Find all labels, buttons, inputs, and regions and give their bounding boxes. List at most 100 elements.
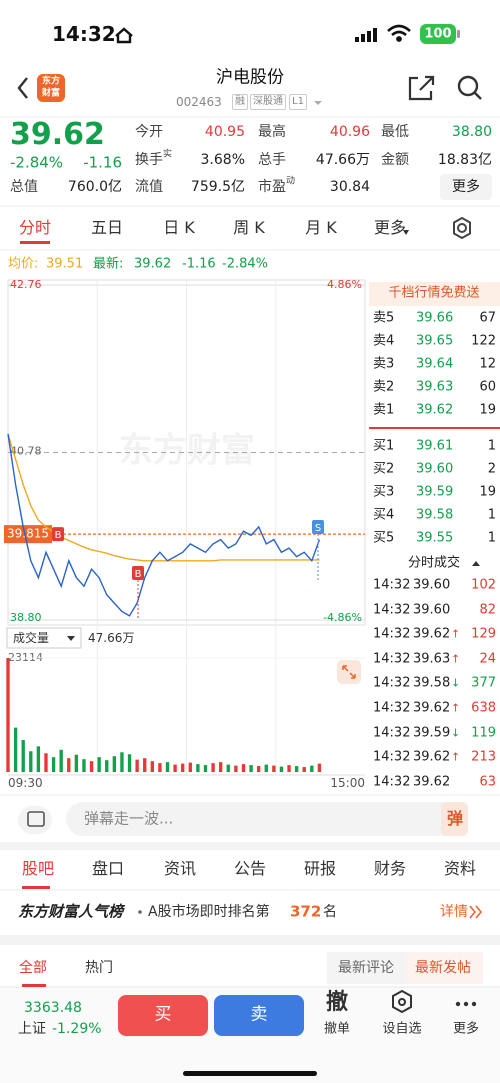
- ask-price: 39.63: [416, 379, 454, 395]
- cost-label: 39.815: [7, 527, 49, 541]
- last-price: 39.62: [10, 117, 105, 152]
- bid-label: 买2: [373, 461, 395, 477]
- feed-sort[interactable]: 最新评论: [338, 960, 394, 976]
- ask-price: 39.64: [416, 356, 454, 372]
- watchlist-icon: [392, 989, 412, 1014]
- ranking-suffix: 名: [323, 904, 337, 920]
- watchlist-icon: [398, 998, 406, 1006]
- section-tab[interactable]: 公告: [233, 859, 267, 878]
- settings-button[interactable]: [453, 216, 471, 240]
- sell-label[interactable]: 卖: [250, 1004, 268, 1025]
- danmaku-icon: [27, 811, 45, 827]
- trade-price: 39.62: [413, 774, 451, 790]
- danmaku-input[interactable]: [66, 802, 468, 836]
- volume-bar: [211, 763, 215, 772]
- tab-underline: [20, 241, 50, 244]
- tab-underline: [22, 984, 46, 987]
- volume-bar: [74, 754, 79, 772]
- stat-label: 总值: [10, 179, 38, 195]
- share-button[interactable]: [408, 75, 435, 101]
- chart-tab[interactable]: 日 K: [163, 218, 195, 237]
- section-tab[interactable]: 股吧: [21, 859, 55, 878]
- ask-volume: 60: [479, 379, 496, 395]
- action-label[interactable]: 更多: [452, 1021, 480, 1037]
- trade-time: 14:32: [373, 651, 411, 667]
- danmaku-toggle[interactable]: [18, 806, 52, 834]
- ask-label: 卖4: [373, 333, 395, 349]
- bid-label: 买5: [373, 530, 395, 546]
- trade-direction: ↑: [451, 750, 461, 764]
- chart-tab[interactable]: 更多: [373, 218, 407, 237]
- pct-tick-label: 4.86%: [327, 278, 362, 291]
- trade-price: 39.62: [413, 626, 451, 642]
- trade-volume: 24: [479, 651, 496, 667]
- chart-tab[interactable]: 五日: [90, 218, 124, 237]
- change-amount: -1.16: [83, 153, 122, 172]
- buy-label[interactable]: 买: [154, 1004, 172, 1025]
- signal-icon: [355, 28, 377, 42]
- volume-bar: [105, 760, 109, 772]
- buy-button[interactable]: [118, 995, 208, 1036]
- chart-tab[interactable]: 分时: [18, 218, 52, 237]
- logo-text: 财富: [41, 88, 61, 99]
- back-button[interactable]: [17, 77, 28, 99]
- section-tab[interactable]: 财务: [373, 859, 407, 878]
- section-tab[interactable]: 资料: [443, 859, 477, 878]
- ask-label: 卖1: [373, 402, 395, 418]
- more-button[interactable]: 更多: [452, 179, 480, 195]
- trade-time: 14:32: [373, 577, 411, 593]
- latest-value: 39.62: [134, 256, 172, 272]
- dropdown-arrow: [403, 230, 409, 235]
- expand-button[interactable]: [337, 660, 361, 684]
- trade-marker: [52, 527, 64, 542]
- feed-tab[interactable]: 全部: [19, 960, 47, 976]
- stat-value: 40.96: [329, 124, 370, 140]
- volume-selector-label[interactable]: 成交量: [13, 631, 50, 645]
- action-label[interactable]: 撤单: [323, 1021, 351, 1037]
- trade-price: 39.62: [413, 749, 451, 765]
- trade-marker: [132, 566, 144, 580]
- volume-bar: [279, 766, 284, 772]
- action-label[interactable]: 设自选: [382, 1021, 422, 1037]
- danmaku-button[interactable]: [441, 802, 468, 836]
- more-button-bg[interactable]: [440, 174, 492, 200]
- stat-label: 金额: [381, 152, 409, 168]
- stat-label: 流值: [135, 179, 163, 195]
- dropdown-arrow: [67, 636, 75, 641]
- time-label: 15:00: [330, 776, 365, 790]
- search-button[interactable]: [457, 75, 482, 100]
- trades-title: 分时成交: [407, 555, 461, 571]
- logo: [37, 74, 65, 102]
- feed-tab[interactable]: 热门: [85, 960, 113, 976]
- sell-button[interactable]: [214, 995, 304, 1036]
- index-name: 上证: [18, 1021, 46, 1037]
- free-quote-banner[interactable]: 千档行情免费送: [388, 285, 480, 301]
- section-tab[interactable]: 盘口: [91, 859, 125, 878]
- stat-sup: 动: [286, 176, 296, 187]
- stat-value: 47.66万: [315, 152, 370, 168]
- volume-bar: [256, 766, 261, 772]
- trade-volume: 102: [471, 577, 496, 593]
- volume-bar: [127, 754, 132, 772]
- bid-volume: 1: [487, 438, 496, 454]
- section-tab[interactable]: 资讯: [163, 859, 197, 878]
- banner-bg[interactable]: [369, 282, 500, 306]
- chart-tab[interactable]: 月 K: [305, 218, 337, 237]
- trade-direction: ↑: [451, 627, 461, 641]
- badge: 融: [232, 94, 248, 110]
- pct-tick-label: -4.86%: [323, 611, 362, 624]
- stat-value: 759.5亿: [190, 179, 245, 195]
- trade-volume: 63: [479, 774, 496, 790]
- chart-tab[interactable]: 周 K: [233, 218, 265, 237]
- section-tab[interactable]: 研报: [303, 859, 337, 878]
- trade-direction: ↑: [451, 701, 461, 715]
- volume-bar: [21, 739, 25, 772]
- feed-tab-bg: [405, 952, 483, 984]
- badge: L1: [289, 94, 307, 110]
- avg-label: 均价:: [8, 256, 39, 272]
- ranking-link[interactable]: 详情: [440, 904, 468, 920]
- feed-tab-bg: [327, 952, 405, 984]
- feed-sort[interactable]: 最新发帖: [415, 960, 471, 976]
- volume-selector[interactable]: [6, 627, 82, 649]
